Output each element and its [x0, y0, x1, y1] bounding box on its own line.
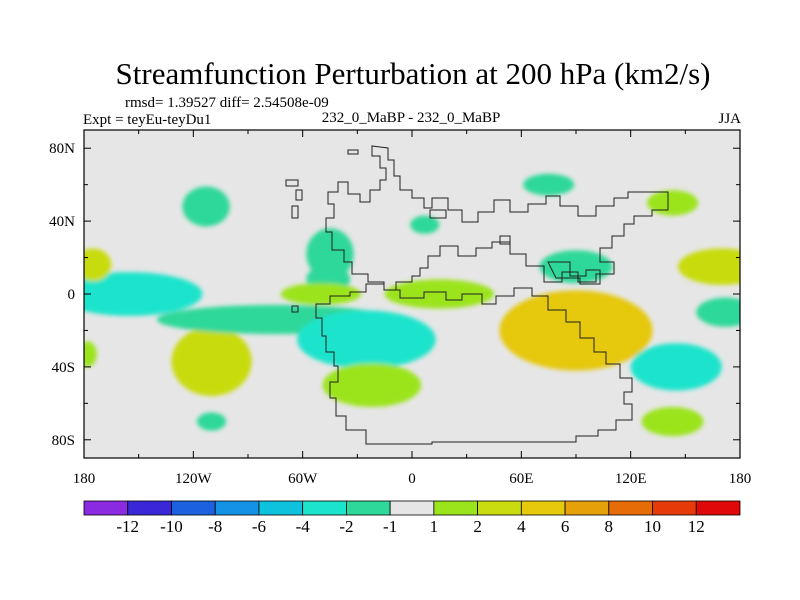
- colorbar-label: 12: [688, 517, 705, 536]
- anomaly-region: [678, 248, 740, 285]
- colorbar-swatch: [83, 500, 129, 516]
- stats-label: rmsd= 1.39527 diff= 2.54508e-09: [125, 95, 329, 111]
- y-tick-label: 40N: [49, 214, 75, 230]
- anomaly-region: [641, 406, 704, 437]
- anomaly-region: [280, 283, 361, 305]
- north-continent-outline: [325, 145, 669, 291]
- anomaly-region: [696, 297, 740, 327]
- anomaly-region: [84, 272, 203, 316]
- anomaly-region: [84, 341, 97, 367]
- anomaly-region: [630, 343, 722, 391]
- x-axis: 180 120W 60W 0 60E 120E 180: [73, 130, 752, 487]
- colorbar-swatch: [127, 500, 172, 516]
- anomaly-region: [384, 279, 495, 309]
- x-tick-label: 60W: [288, 471, 318, 487]
- colorbar-swatch: [214, 500, 260, 516]
- colorbar-label: -2: [339, 517, 353, 536]
- y-tick-label: 0: [68, 287, 76, 303]
- eastern-inner-outline: [429, 209, 601, 285]
- colorbar-label: 1: [430, 517, 439, 536]
- western-islands-outline: [285, 149, 359, 313]
- x-tick-label: 180: [729, 471, 752, 487]
- y-axis: 80N 40N 0 40S 80S: [49, 141, 740, 449]
- colorbar-label: -10: [160, 517, 183, 536]
- anomaly-region: [539, 250, 613, 284]
- colorbar-label: 2: [473, 517, 482, 536]
- anomaly-layer: [84, 173, 740, 437]
- x-tick-label: 0: [408, 471, 416, 487]
- x-tick-label: 180: [73, 471, 96, 487]
- colorbar-label: -12: [116, 517, 139, 536]
- anomaly-region: [523, 173, 575, 196]
- y-tick-label: 40S: [52, 360, 75, 376]
- colorbar-swatch: [171, 500, 216, 516]
- colorbar-swatch: [302, 500, 347, 516]
- anomaly-region: [322, 363, 422, 407]
- anomaly-region: [182, 186, 230, 227]
- colorbar: -12 -10 -8 -6 -4 -2 -1 1 2 4 6 8 10 12: [83, 500, 741, 536]
- colorbar-label: 8: [605, 517, 614, 536]
- colorbar-swatch: [564, 500, 610, 516]
- y-tick-label: 80N: [49, 141, 75, 157]
- colorbar-swatch: [608, 500, 653, 516]
- colorbar-swatch: [345, 500, 391, 516]
- x-tick-label: 120E: [615, 471, 647, 487]
- anomaly-region: [297, 310, 436, 369]
- season-label: JJA: [718, 111, 741, 127]
- colorbar-swatch: [433, 500, 479, 516]
- coastline-outline: [285, 145, 669, 445]
- southern-continent-outline: [315, 283, 633, 445]
- case-label: 232_0_MaBP - 232_0_MaBP: [322, 110, 501, 126]
- chart-title: Streamfunction Perturbation at 200 hPa (…: [116, 56, 711, 91]
- colorbar-swatch: [520, 500, 566, 516]
- colorbar-swatch: [389, 500, 435, 516]
- anomaly-region: [410, 215, 440, 234]
- x-tick-label: 60E: [509, 471, 533, 487]
- colorbar-swatch: [695, 500, 741, 516]
- anomaly-region: [647, 190, 699, 216]
- colorbar-label: -4: [296, 517, 311, 536]
- colorbar-label: 6: [561, 517, 570, 536]
- plot-area: [83, 129, 741, 459]
- colorbar-label: 10: [644, 517, 661, 536]
- x-tick-label: 120W: [175, 471, 213, 487]
- colorbar-label: -6: [252, 517, 266, 536]
- colorbar-swatch: [652, 500, 697, 516]
- colorbar-swatch: [258, 500, 304, 516]
- y-tick-label: 80S: [52, 433, 75, 449]
- experiment-label: Expt = teyEu-teyDu1: [83, 112, 211, 128]
- anomaly-region: [171, 326, 252, 397]
- colorbar-label: -8: [208, 517, 222, 536]
- anomaly-region: [196, 412, 227, 431]
- colorbar-label: -1: [383, 517, 397, 536]
- anomaly-region: [499, 290, 653, 371]
- colorbar-label: 4: [517, 517, 526, 536]
- anomaly-region: [84, 248, 112, 282]
- colorbar-swatch: [477, 500, 522, 516]
